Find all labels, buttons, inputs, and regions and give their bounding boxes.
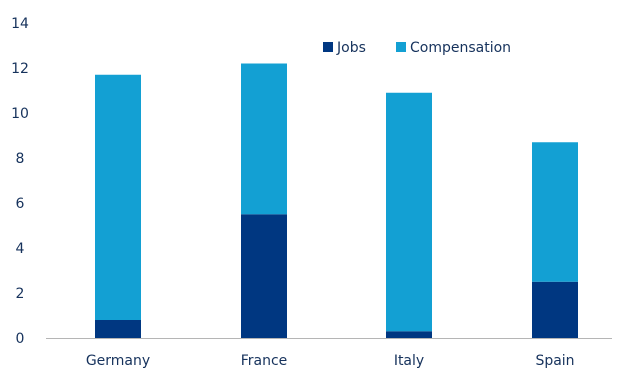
x-tick-label: Germany (86, 353, 150, 369)
bar-jobs (95, 320, 141, 338)
y-tick-label: 0 (16, 331, 25, 347)
legend-label-compensation: Compensation (410, 40, 511, 56)
bar-compensation (386, 92, 432, 332)
y-tick-label: 10 (11, 106, 29, 122)
bar-compensation (241, 63, 287, 215)
x-tick-label: France (241, 353, 288, 369)
y-tick-label: 2 (16, 286, 25, 302)
y-tick-label: 8 (16, 151, 25, 167)
y-tick-label: 14 (11, 16, 29, 32)
y-tick-label: 6 (16, 196, 25, 212)
bar-jobs (532, 281, 578, 338)
y-tick-label: 4 (16, 241, 25, 257)
y-tick-label: 12 (11, 61, 29, 77)
bar-jobs (386, 331, 432, 338)
legend-swatch-compensation (396, 42, 406, 52)
legend-swatch-jobs (323, 42, 333, 52)
legend-label-jobs: Jobs (336, 40, 366, 56)
x-tick-label: Spain (535, 353, 574, 369)
bar-compensation (95, 74, 141, 320)
bar-jobs (241, 214, 287, 338)
x-tick-label: Italy (394, 353, 424, 369)
bar-compensation (532, 142, 578, 282)
